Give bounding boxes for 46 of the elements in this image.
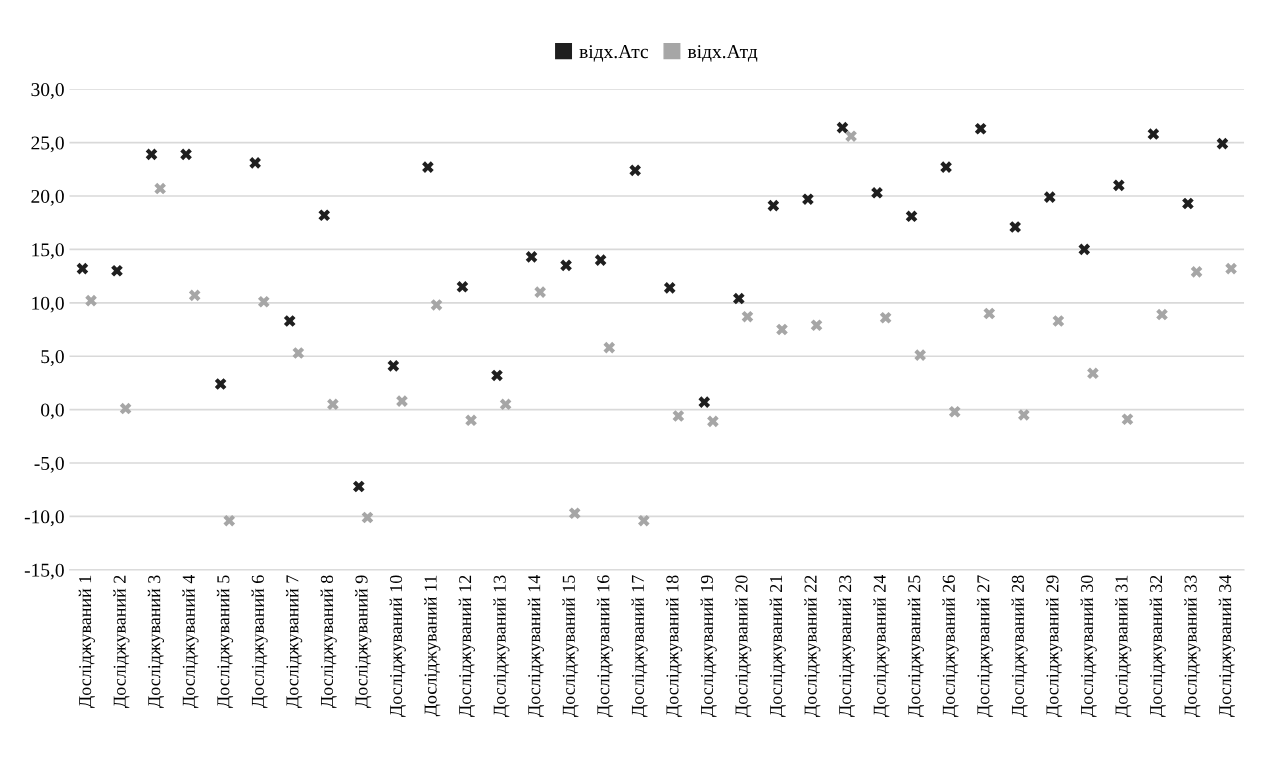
y-tick-label: -10,0 (24, 510, 64, 527)
x-tick-label: Досліджуваний 7 (285, 575, 303, 708)
x-tick-label: Досліджуваний 11 (424, 575, 441, 717)
x-tick-label: Досліджуваний 27 (976, 575, 994, 717)
x-tick-label: Досліджуваний 34 (1218, 574, 1235, 717)
x-tick-label: Досліджуваний 4 (182, 574, 199, 708)
x-tick-label: Досліджуваний 8 (320, 575, 337, 708)
y-tick-label: 10,0 (32, 296, 64, 313)
y-tick-label: -15,0 (24, 563, 64, 580)
x-tick-label: Досліджуваний 13 (493, 575, 510, 717)
y-tick-label: 15,0 (32, 243, 64, 260)
y-tick-label: -5,0 (34, 456, 64, 473)
x-tick-label: Досліджуваний 24 (873, 574, 890, 717)
x-tick-label: Досліджуваний 33 (1184, 575, 1201, 717)
x-tick-label: Досліджуваний 31 (1115, 575, 1132, 717)
y-tick-label: 5,0 (41, 350, 64, 366)
x-tick-label: Досліджуваний 25 (907, 575, 925, 717)
x-tick-label: Досліджуваний 26 (942, 575, 959, 717)
x-tick-label: Досліджуваний 3 (147, 575, 165, 708)
x-tick-label: Досліджуваний 15 (562, 575, 579, 717)
legend-label: відх.Атс (579, 45, 649, 62)
x-tick-label: Досліджуваний 29 (1045, 575, 1063, 717)
x-tick-label: Досліджуваний 22 (804, 575, 821, 717)
x-tick-label: Досліджуваний 21 (769, 575, 786, 717)
x-tick-label: Досліджуваний 6 (251, 575, 268, 708)
x-tick-label: Досліджуваний 12 (458, 575, 475, 717)
x-tick-label: Досліджуваний 1 (78, 575, 95, 708)
legend-label: відх.Атд (687, 45, 758, 62)
x-tick-label: Досліджуваний 16 (596, 575, 614, 717)
x-tick-label: Досліджуваний 18 (665, 575, 683, 717)
x-tick-label: Досліджуваний 32 (1149, 575, 1166, 717)
x-tick-label: Досліджуваний 2 (113, 575, 130, 708)
x-tick-label: Досліджуваний 30 (1080, 575, 1097, 717)
x-tick-label: Досліджуваний 28 (1011, 575, 1028, 717)
y-tick-label: 25,0 (31, 136, 64, 153)
x-tick-label: Досліджуваний 10 (389, 575, 406, 717)
x-tick-label: Досліджуваний 17 (631, 575, 648, 717)
x-tick-label: Досліджуваний 14 (527, 574, 545, 717)
y-tick-label: 30,0 (31, 83, 64, 99)
y-tick-label: 0,0 (41, 403, 64, 420)
x-tick-label: Досліджуваний 23 (838, 575, 855, 717)
x-tick-label: Досліджуваний 19 (700, 575, 717, 717)
x-tick-label: Досліджуваний 9 (355, 575, 372, 708)
y-tick-label: 20,0 (31, 189, 64, 206)
x-tick-label: Досліджуваний 5 (216, 575, 234, 708)
x-tick-label: Досліджуваний 20 (735, 575, 752, 717)
